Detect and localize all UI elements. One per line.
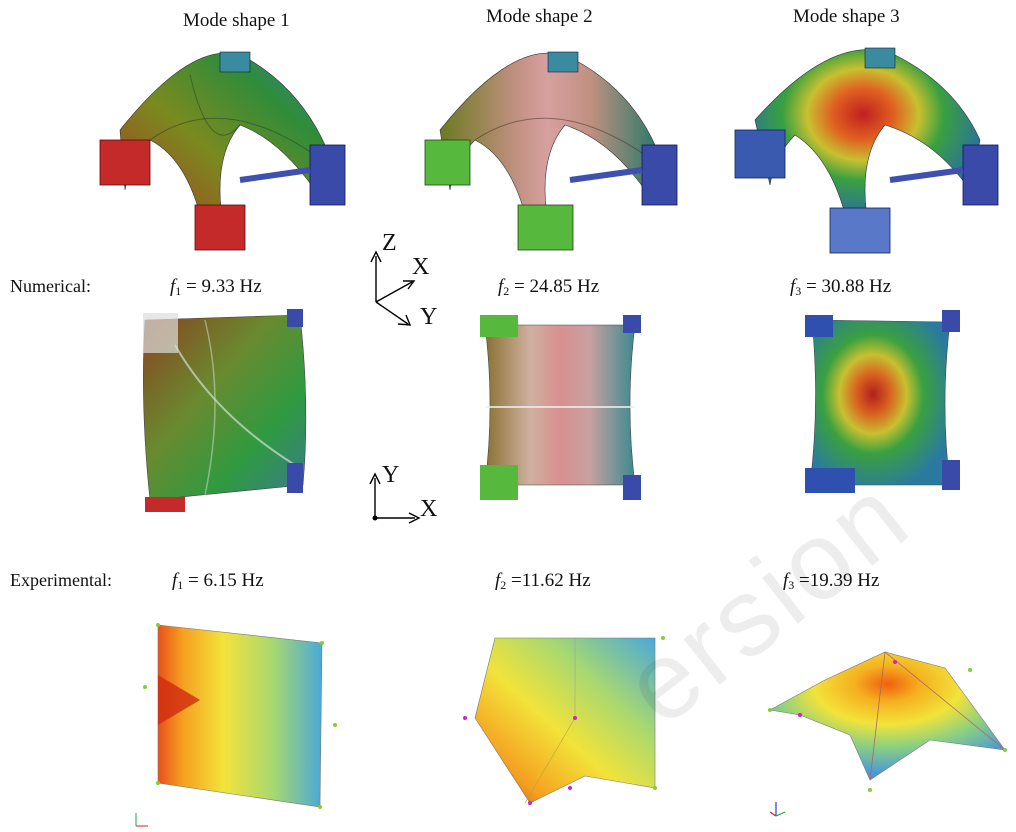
mode3-3d-render (734, 47, 999, 254)
small-axis-icon (135, 813, 148, 827)
freq-value: = 9.33 Hz (181, 276, 262, 297)
freq-symbol: f (790, 276, 796, 297)
axis-y-label: Y (420, 304, 438, 330)
freq-value: = 30.88 Hz (801, 276, 892, 297)
freq-value: =11.62 Hz (506, 570, 591, 591)
mode2-plan-view (480, 315, 641, 500)
mode-shape-1-title: Mode shape 1 (183, 10, 290, 31)
mode1-experimental-shape (143, 623, 337, 809)
mode-shape-2-title: Mode shape 2 (486, 6, 593, 27)
axis-triad-3d (370, 250, 416, 326)
numerical-freq-2: f2 = 24.85 Hz (498, 276, 599, 299)
mode-shape-3-title: Mode shape 3 (793, 6, 900, 27)
freq-subscript: 2 (503, 284, 510, 298)
freq-subscript: 3 (788, 578, 795, 592)
freq-symbol: f (495, 570, 501, 591)
numerical-freq-3: f3 = 30.88 Hz (790, 276, 891, 299)
freq-subscript: 1 (175, 284, 182, 298)
numerical-row-label: Numerical: (10, 276, 91, 296)
freq-symbol: f (172, 570, 178, 591)
freq-symbol: f (170, 276, 176, 297)
freq-subscript: 2 (500, 578, 507, 592)
mode2-experimental-shape (463, 636, 665, 805)
mode2-3d-render (424, 51, 678, 251)
axis2d-x-label: X (420, 496, 438, 522)
small-axis-icon (769, 802, 786, 817)
freq-symbol: f (498, 276, 504, 297)
experimental-freq-1: f1 = 6.15 Hz (172, 570, 264, 593)
freq-subscript: 1 (177, 578, 184, 592)
mode1-3d-render (99, 51, 346, 251)
freq-value: = 24.85 Hz (509, 276, 600, 297)
mode1-plan-view (143, 309, 307, 512)
freq-value: = 6.15 Hz (183, 570, 264, 591)
freq-value: =19.39 Hz (794, 570, 880, 591)
numerical-freq-1: f1 = 9.33 Hz (170, 276, 262, 299)
mode3-plan-view (805, 310, 960, 493)
axis-triad-2d (369, 472, 421, 524)
axis-z-label: Z (382, 230, 397, 256)
axis-x-label: X (412, 254, 430, 280)
axis2d-y-label: Y (382, 462, 400, 488)
experimental-row-label: Experimental: (10, 570, 112, 590)
mode3-experimental-shape (768, 651, 1007, 792)
experimental-freq-3: f3 =19.39 Hz (783, 570, 879, 593)
freq-subscript: 3 (795, 284, 802, 298)
experimental-freq-2: f2 =11.62 Hz (495, 570, 591, 593)
freq-symbol: f (783, 570, 789, 591)
